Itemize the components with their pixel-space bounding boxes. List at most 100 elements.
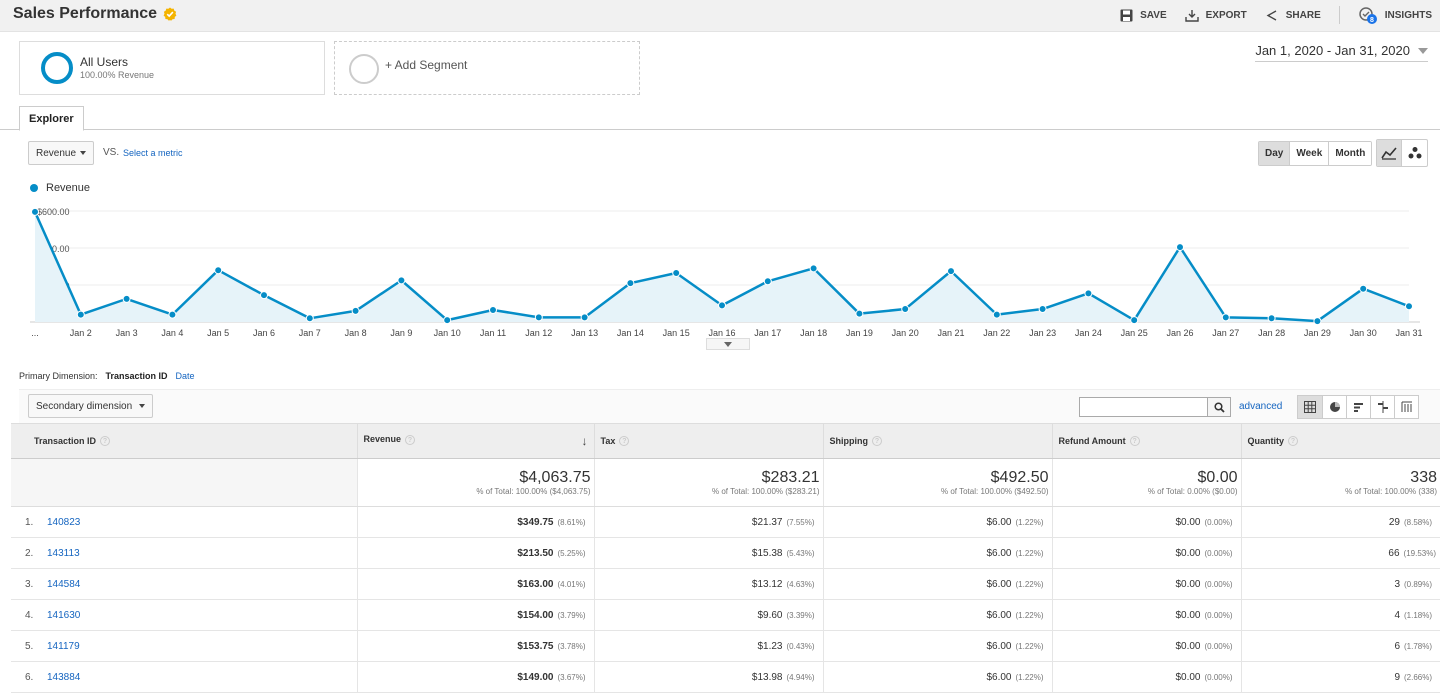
export-button[interactable]: EXPORT <box>1184 9 1247 22</box>
legend-marker-icon <box>30 184 38 192</box>
revenue-cell: $154.00 (3.79%) <box>356 599 594 631</box>
percentage-view-button[interactable] <box>1322 396 1346 418</box>
revenue-percent: (8.61%) <box>557 517 586 527</box>
advanced-filter-link[interactable]: advanced <box>1239 401 1283 412</box>
help-icon[interactable]: ? <box>100 436 111 447</box>
chevron-down-icon <box>80 151 86 155</box>
pivot-view-button[interactable] <box>1394 396 1418 418</box>
granularity-month-button[interactable]: Month <box>1328 142 1372 165</box>
column-header-tax[interactable]: Tax? <box>593 423 823 459</box>
line-chart-icon <box>1381 147 1397 160</box>
shipping-cell: $6.00 (1.22%) <box>822 568 1052 600</box>
transaction-id-link[interactable]: 141179 <box>47 640 80 652</box>
transaction-id-link[interactable]: 143113 <box>47 547 80 559</box>
x-tick-label: Jan 7 <box>299 328 321 338</box>
chart-collapse-handle[interactable] <box>706 338 750 350</box>
transaction-id-link[interactable]: 141630 <box>47 609 81 621</box>
transaction-id-link[interactable]: 140823 <box>47 516 81 528</box>
total-subtext: % of Total: 100.00% ($492.50) <box>941 487 1049 496</box>
data-point <box>992 310 1001 319</box>
segment-name: All Users <box>80 55 129 69</box>
total-quantity-cell: 338% of Total: 100.00% (338) <box>1240 458 1440 507</box>
motion-chart-button[interactable] <box>1402 140 1427 166</box>
x-tick-label: Jan 15 <box>663 328 690 338</box>
table-row: 5. 141179 $153.75 (3.78%) $1.23 (0.43%) $6.00(… <box>11 630 1440 662</box>
quantity-value: 3 <box>1394 578 1400 590</box>
refund-value: $0.00 <box>1175 578 1201 590</box>
column-header-refund-amount[interactable]: Refund Amount? <box>1051 423 1241 459</box>
help-icon[interactable]: ? <box>619 436 630 447</box>
segment-ring-icon <box>41 52 73 84</box>
refund-value: $0.00 <box>1175 640 1201 652</box>
shipping-cell: $6.00 (1.22%) <box>822 661 1052 693</box>
column-header-shipping[interactable]: Shipping? <box>822 423 1052 459</box>
data-point <box>443 316 452 325</box>
add-segment-button[interactable]: + Add Segment <box>334 41 640 95</box>
totals-row: $4,063.75% of Total: 100.00% ($4,063.75)… <box>11 458 1440 507</box>
granularity-day-button[interactable]: Day <box>1259 142 1290 165</box>
quantity-percent: (2.66%) <box>1404 672 1433 682</box>
revenue-percent: (5.25%) <box>557 548 586 558</box>
tax-value: $21.37 <box>751 516 783 528</box>
help-icon[interactable]: ? <box>1288 436 1299 447</box>
save-button[interactable]: SAVE <box>1120 9 1167 22</box>
revenue-value: $349.75 <box>517 516 554 528</box>
shipping-percent: (1.22%) <box>1015 672 1044 682</box>
report-title: Sales Performance <box>13 5 158 22</box>
report-tabs: Explorer <box>0 106 1440 131</box>
data-table-view-button[interactable] <box>1298 396 1322 418</box>
transaction-id-link[interactable]: 144584 <box>47 578 81 590</box>
segment-all-users[interactable]: All Users 100.00% Revenue <box>19 41 325 95</box>
help-icon[interactable]: ? <box>1129 436 1140 447</box>
shipping-value: $6.00 <box>986 578 1012 590</box>
performance-view-button[interactable] <box>1346 396 1370 418</box>
x-tick-label: Jan 27 <box>1212 328 1239 338</box>
x-tick-label: Jan 24 <box>1075 328 1102 338</box>
primary-dimension-active[interactable]: Transaction ID <box>105 371 168 381</box>
data-point <box>1221 313 1230 322</box>
column-header-quantity[interactable]: Quantity? <box>1240 423 1440 459</box>
data-point <box>1313 317 1322 326</box>
share-button[interactable]: SHARE <box>1265 9 1321 22</box>
transaction-id-link[interactable]: 143884 <box>47 671 81 683</box>
metric-select[interactable]: Revenue <box>28 141 94 165</box>
granularity-week-button[interactable]: Week <box>1289 142 1329 165</box>
help-icon[interactable]: ? <box>405 434 416 445</box>
metric-select-value: Revenue <box>36 148 77 159</box>
primary-dimension-date-link[interactable]: Date <box>175 371 195 381</box>
column-header-transaction-id[interactable]: Transaction ID? <box>11 423 357 459</box>
shipping-value: $6.00 <box>986 671 1012 683</box>
primary-dimension-bar: Primary Dimension: Transaction ID Date <box>19 371 195 381</box>
table-search-input[interactable] <box>1079 397 1208 417</box>
x-tick-label: Jan 5 <box>207 328 229 338</box>
total-value: 338 <box>1410 469 1437 486</box>
column-header-revenue[interactable]: Revenue? ↓ <box>356 423 594 459</box>
shipping-percent: (1.22%) <box>1015 610 1044 620</box>
table-row: 3. 144584 $163.00 (4.01%) $13.12 (4.63%) $6.00… <box>11 568 1440 600</box>
help-icon[interactable]: ? <box>872 436 882 447</box>
total-value: $4,063.75 <box>519 469 591 486</box>
column-label: Transaction ID <box>34 435 97 446</box>
chart-type-toggle <box>1376 139 1428 167</box>
tab-explorer[interactable]: Explorer <box>19 106 84 131</box>
data-point <box>1130 316 1139 325</box>
insights-icon: 8 <box>1359 7 1377 24</box>
row-number: 3. <box>25 578 34 590</box>
pie-icon <box>1329 402 1340 412</box>
x-tick-label: Jan 28 <box>1258 328 1285 338</box>
column-label: Quantity <box>1247 435 1285 446</box>
table-search-button[interactable] <box>1207 397 1231 417</box>
select-metric-link[interactable]: Select a metric <box>123 148 183 158</box>
verified-badge-icon <box>163 7 177 21</box>
tax-cell: $1.23 (0.43%) <box>593 630 823 662</box>
search-icon <box>1213 401 1225 413</box>
date-range-picker[interactable]: Jan 1, 2020 - Jan 31, 2020 <box>1255 43 1428 62</box>
secondary-dimension-select[interactable]: Secondary dimension <box>28 394 153 418</box>
tax-cell: $21.37 (7.55%) <box>593 506 823 538</box>
quantity-value: 66 <box>1388 547 1400 559</box>
comparison-view-button[interactable] <box>1370 396 1394 418</box>
transaction-id-cell: 1. 140823 <box>11 506 357 538</box>
insights-button[interactable]: 8 INSIGHTS <box>1358 6 1432 24</box>
line-chart-button[interactable] <box>1377 140 1402 166</box>
